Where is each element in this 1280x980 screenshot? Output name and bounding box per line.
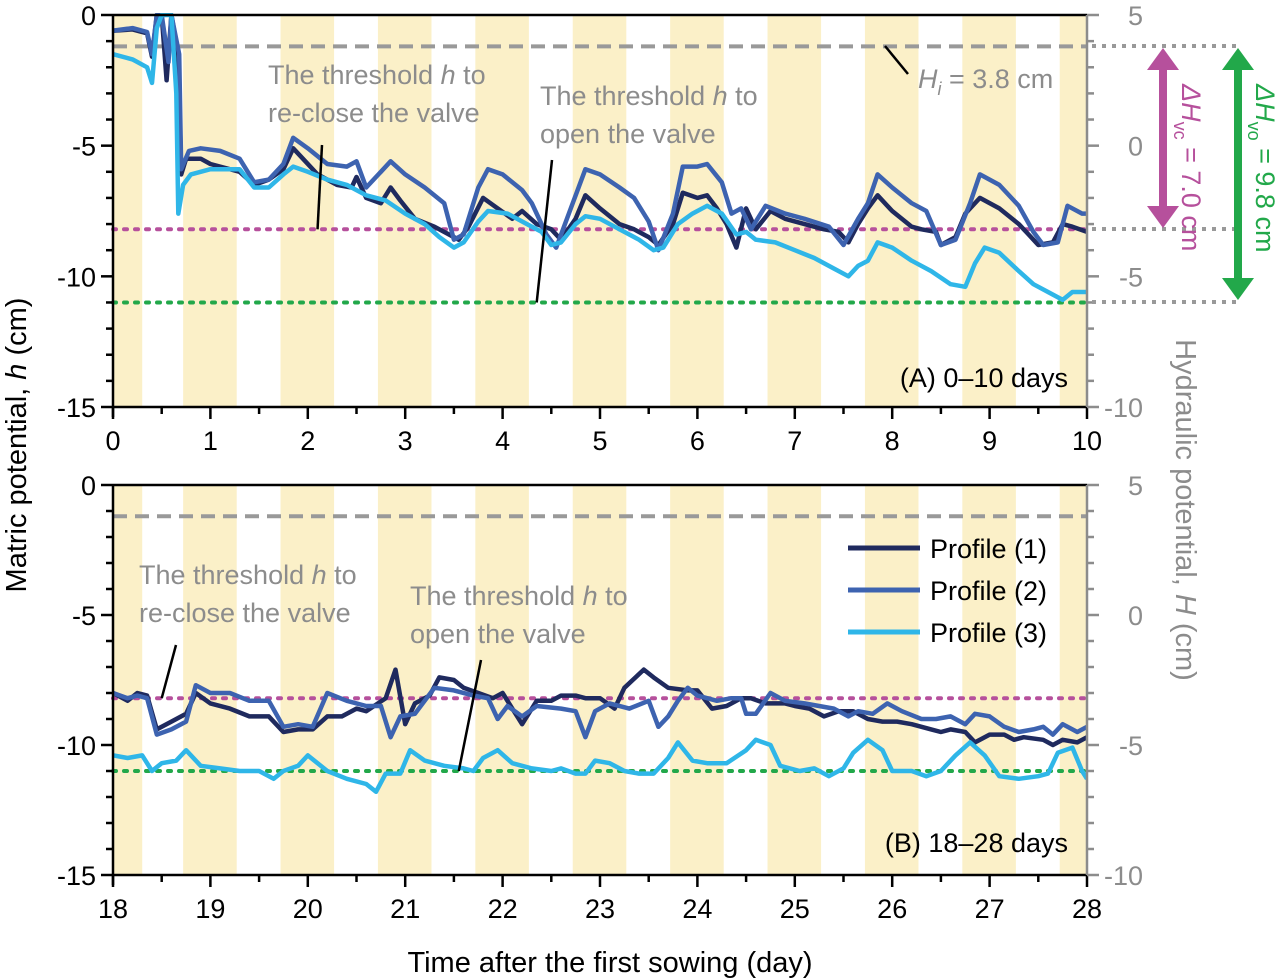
panel-a-x-tick-label: 6 (690, 426, 705, 456)
panel-a-day-band (113, 15, 143, 407)
panel-a-y-tick-label: -5 (72, 132, 96, 162)
panel-a: 0 1 2 3 4 5 6 7 8 9 10 0 -5 -10 -15 5 0 -5 -10 The thresho… (57, 1, 1143, 456)
panel-b-series-profile-2 (113, 682, 1087, 740)
panel-a-day-band (962, 15, 1016, 407)
panel-a-label: (A) 0–10 days (900, 363, 1068, 393)
panel-b-y-tick-label: -15 (57, 861, 96, 891)
panel-a-y2-tick-label: 0 (1128, 132, 1143, 162)
panel-a-day-band (280, 15, 335, 407)
panel-b-day-band (183, 485, 237, 875)
panel-a-x-tick-label: 3 (398, 426, 413, 456)
hi-label: Hi = 3.8 cm (918, 64, 1053, 99)
panel-b-x-tick-label: 24 (682, 894, 712, 924)
panel-a-axes: 0 1 2 3 4 5 6 7 8 9 10 0 -5 -10 -15 5 0 -5 -10 (57, 1, 1143, 456)
panel-b-x-tick-label: 26 (877, 894, 907, 924)
panel-b-y2-tick-label: -10 (1104, 861, 1143, 891)
panel-a-open-annotation-leader-line (535, 159, 554, 303)
hi-leader-line (884, 45, 909, 75)
panel-b-annotations: The threshold h to re-close the valve The … (139, 560, 628, 772)
panel-b-open-annotation-line1: The threshold h to (410, 581, 628, 611)
panel-a-x-tick-label: 2 (300, 426, 315, 456)
panel-b-day-band (475, 485, 529, 875)
legend-label-profile-3: Profile (3) (930, 618, 1047, 648)
panel-a-y-tick-label: -10 (57, 262, 96, 292)
delta-h-annotations: ΔHvc = 7.0 cm ΔHvo = 9.8 cm (1092, 44, 1280, 304)
panel-a-series-profile-2 (113, 13, 1087, 253)
panel-a-reclose-annotation-leader-line (316, 144, 324, 230)
panel-a-open-annotation-line2: open the valve (540, 119, 716, 149)
panel-b-day-band (572, 485, 627, 875)
panel-a-x-tick-label: 8 (885, 426, 900, 456)
panel-b-reclose-annotation-leader-line (160, 644, 178, 699)
panel-b-day-band (962, 485, 1016, 875)
panel-b-day-band (864, 485, 919, 875)
y-axis-title: Matric potential, h (cm) (1, 298, 33, 593)
vc-label: ΔHvc = 7.0 cm (1170, 83, 1206, 251)
x-axis-title: Time after the first sowing (day) (407, 947, 812, 979)
panel-b-x-tick-label: 20 (293, 894, 323, 924)
panel-b-label: (B) 18–28 days (885, 828, 1068, 858)
legend: Profile (1) Profile (2) Profile (3) (848, 534, 1047, 648)
panel-b-x-tick-label: 19 (195, 894, 225, 924)
panel-a-day-band (572, 15, 627, 407)
panel-b-x-tick-label: 23 (585, 894, 615, 924)
panel-b-x-tick-label: 18 (98, 894, 128, 924)
panel-a-series (113, 13, 1087, 303)
panel-b-x-tick-label: 22 (488, 894, 518, 924)
panel-a-x-tick-label: 5 (592, 426, 607, 456)
panel-b-day-band (1059, 485, 1087, 875)
panel-a-y2-tick-label: -10 (1104, 393, 1143, 423)
panel-b-x-tick-label: 25 (780, 894, 810, 924)
panel-a-open-annotation-line1: The threshold h to (540, 81, 758, 111)
y2-axis-title: Hydraulic potential, H (cm) (1169, 339, 1201, 681)
panel-b-x-tick-label: 21 (390, 894, 420, 924)
panel-b-axes: 18 19 20 21 22 23 24 25 26 27 28 0 -5 -10 -15 5 0 -5 -10 (57, 471, 1143, 924)
panel-a-y2-tick-label: -5 (1119, 262, 1143, 292)
panel-b-open-annotation-leader-line (457, 659, 483, 772)
panel-b-y-tick-label: -5 (72, 601, 96, 631)
panel-b-y-tick-label: -10 (57, 731, 96, 761)
panel-a-reference-lines (111, 44, 1089, 305)
panel-b-reclose-annotation-line2: re-close the valve (139, 598, 351, 628)
panel-a-x-tick-label: 9 (982, 426, 997, 456)
vc-arrow-icon (1147, 48, 1179, 228)
panel-b-x-tick-label: 28 (1072, 894, 1102, 924)
panel-b-y2-tick-label: 0 (1128, 601, 1143, 631)
panel-a-y-tick-label: -15 (57, 393, 96, 423)
panel-a-x-tick-label: 0 (105, 426, 120, 456)
panel-b-day-band (767, 485, 822, 875)
panel-b-day-band (377, 485, 432, 875)
panel-a-series-profile-3 (113, 13, 1087, 303)
panel-b-x-tick-label: 27 (975, 894, 1005, 924)
panel-b-open-annotation-line2: open the valve (410, 619, 586, 649)
panel-b-y2-tick-label: -5 (1119, 731, 1143, 761)
panel-b-y2-tick-label: 5 (1128, 471, 1143, 501)
panel-b-reclose-annotation-line1: The threshold h to (139, 560, 357, 590)
panel-b-day-band (280, 485, 335, 875)
panel-b-series (113, 667, 1087, 795)
panel-a-y-tick-label: 0 (81, 1, 96, 31)
panel-a-x-tick-label: 4 (495, 426, 510, 456)
panel-b-y-tick-label: 0 (81, 471, 96, 501)
panel-b-series-profile-1 (113, 667, 1087, 748)
panel-a-x-tick-label: 1 (203, 426, 218, 456)
panel-a-annotations: The threshold h to re-close the valve The … (268, 45, 1053, 303)
panel-b-series-profile-3 (113, 737, 1087, 795)
vo-arrow-icon (1222, 48, 1254, 300)
panel-a-y2-tick-label: 5 (1128, 1, 1143, 31)
legend-label-profile-1: Profile (1) (930, 534, 1047, 564)
panel-b-day-band (670, 485, 724, 875)
panel-a-day-band (183, 15, 237, 407)
panel-a-x-tick-label: 10 (1072, 426, 1102, 456)
panel-a-reclose-annotation-line1: The threshold h to (268, 60, 486, 90)
panel-a-reclose-annotation-line2: re-close the valve (268, 98, 480, 128)
legend-label-profile-2: Profile (2) (930, 576, 1047, 606)
panel-a-x-tick-label: 7 (787, 426, 802, 456)
vo-label: ΔHvo = 9.8 cm (1244, 83, 1280, 252)
panel-b-day-band (113, 485, 143, 875)
